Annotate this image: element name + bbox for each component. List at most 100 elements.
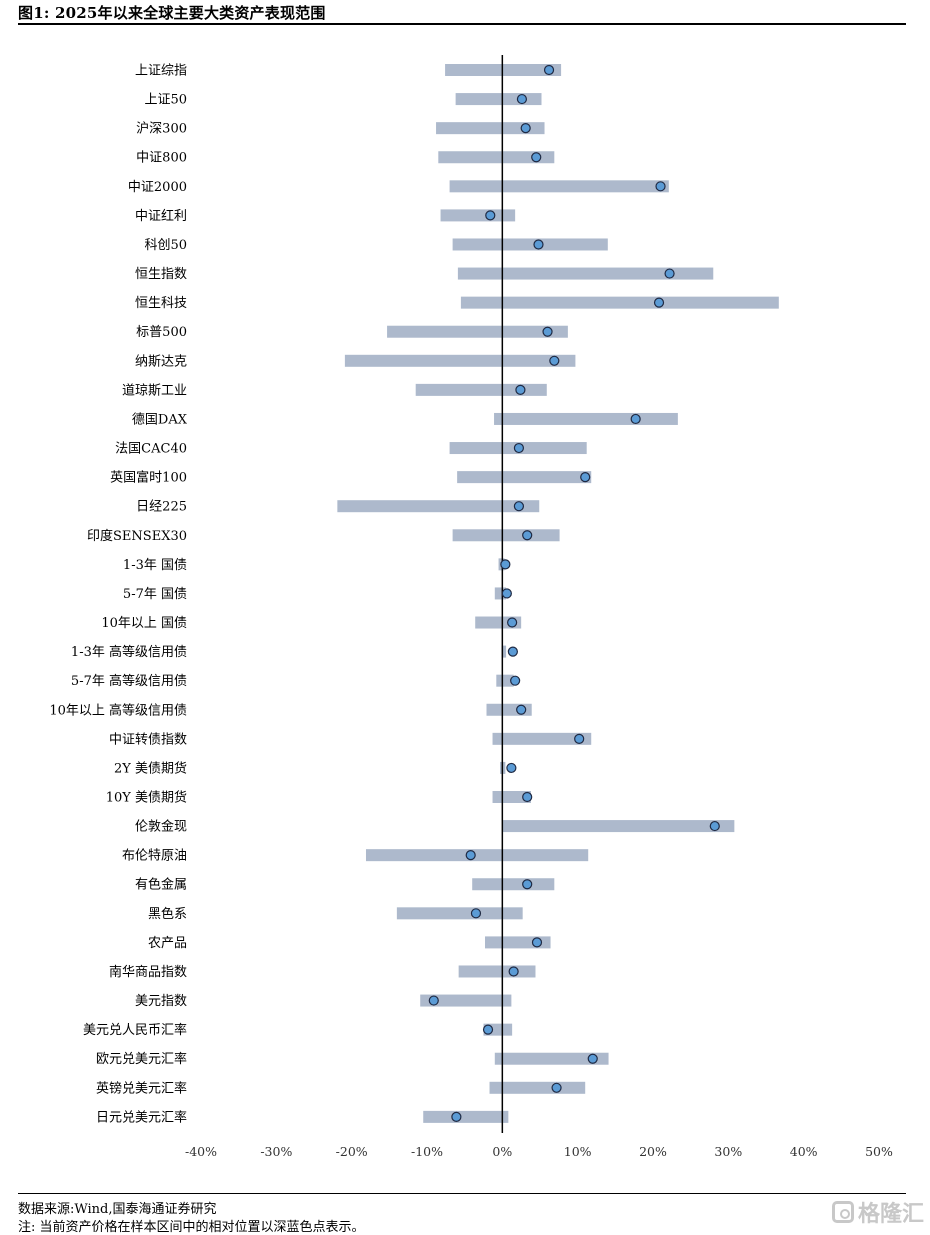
- range-bar: [440, 209, 516, 222]
- category-label: 恒生科技: [135, 296, 187, 311]
- range-bar: [496, 674, 514, 687]
- range-bar: [449, 180, 669, 193]
- current-value-dot: [506, 762, 517, 774]
- category-label: 标普500: [136, 325, 187, 340]
- range-bar: [415, 383, 547, 396]
- top-rule: [18, 23, 906, 25]
- range-bar: [337, 500, 540, 513]
- figure-title: 图1: 2025年以来全球主要大类资产表现范围: [18, 4, 326, 22]
- category-label: 英国富时100: [110, 470, 187, 486]
- x-tick-label: 30%: [714, 1144, 742, 1159]
- category-label: 中证红利: [135, 208, 187, 224]
- current-value-dot: [522, 791, 533, 803]
- range-bar: [494, 587, 507, 600]
- current-value-dot: [587, 1053, 598, 1064]
- x-tick-label: 0%: [492, 1144, 512, 1159]
- current-value-dot: [531, 937, 543, 948]
- current-value-dot: [501, 588, 512, 599]
- x-tick-label: -40%: [185, 1144, 217, 1159]
- current-value-dot: [522, 879, 533, 890]
- category-label: 德国DAX: [132, 412, 188, 427]
- category-label: 有色金属: [135, 877, 187, 893]
- x-tick-label: -20%: [336, 1144, 368, 1159]
- category-label: 中证800: [136, 151, 187, 166]
- current-value-dot: [542, 326, 553, 337]
- range-bar: [460, 296, 779, 309]
- category-label: 道琼斯工业: [122, 383, 187, 398]
- category-label: 纳斯达克: [135, 354, 187, 369]
- current-value-dot: [664, 268, 675, 279]
- category-label: 恒生指数: [135, 267, 187, 282]
- category-label: 10年以上 高等级信用债: [49, 702, 187, 718]
- category-label: 布伦特原油: [122, 849, 187, 864]
- current-value-dot: [451, 1111, 462, 1122]
- watermark-text: 格隆汇: [857, 1202, 924, 1227]
- category-label: 上证综指: [135, 64, 187, 79]
- current-value-dot: [543, 64, 555, 76]
- range-bar: [494, 1052, 609, 1065]
- category-label: 美元指数: [135, 994, 187, 1009]
- current-value-dot: [630, 413, 641, 425]
- current-dots: [428, 64, 720, 1122]
- range-bar: [457, 471, 592, 484]
- category-label: 印度SENSEX30: [87, 528, 187, 544]
- range-bar: [452, 529, 560, 542]
- range-bar: [420, 994, 512, 1007]
- current-value-dot: [513, 442, 525, 454]
- bottom-rule: [18, 1193, 906, 1194]
- range-bars: [337, 64, 779, 1123]
- category-label: 中证2000: [128, 180, 187, 195]
- range-bar: [445, 64, 562, 76]
- range-bar: [344, 354, 576, 367]
- range-bar: [436, 122, 545, 135]
- current-value-dot: [653, 297, 665, 308]
- current-value-dot: [533, 239, 544, 250]
- category-label: 英镑兑美元汇率: [96, 1080, 187, 1096]
- current-value-dot: [551, 1082, 562, 1093]
- category-label: 5-7年 高等级信用债: [71, 673, 187, 689]
- category-label: 法国CAC40: [115, 442, 187, 457]
- category-label: 10年以上 国债: [101, 616, 187, 631]
- current-value-dot: [580, 472, 591, 483]
- category-label: 南华商品指数: [109, 964, 187, 980]
- category-label: 5-7年 国债: [123, 587, 187, 602]
- current-value-dot: [531, 152, 542, 163]
- current-value-dot: [510, 675, 521, 686]
- current-value-dot: [522, 530, 533, 541]
- x-tick-label: 50%: [865, 1144, 893, 1159]
- current-value-dot: [507, 617, 518, 628]
- current-value-dot: [516, 704, 527, 715]
- current-value-dot: [482, 1024, 494, 1035]
- range-bar: [494, 412, 678, 425]
- current-value-dot: [507, 646, 518, 657]
- x-tick-label: 20%: [639, 1144, 667, 1159]
- current-value-dot: [709, 820, 720, 832]
- category-label: 黑色系: [148, 906, 187, 922]
- current-value-dot: [485, 210, 496, 221]
- category-label: 上证50: [144, 93, 187, 108]
- x-tick-label: -30%: [260, 1144, 292, 1159]
- range-bar: [452, 238, 608, 251]
- watermark-logo-icon: [831, 1201, 854, 1223]
- current-value-dot: [549, 355, 560, 366]
- range-bar: [458, 965, 536, 978]
- category-label: 10Y 美债期货: [106, 790, 187, 806]
- range-bar: [423, 1110, 509, 1123]
- current-value-dot: [516, 93, 528, 105]
- x-tick-labels: -40% -30% -20% -10% 0% 10% 20% 30% 40% 50%: [185, 1144, 893, 1159]
- range-bar: [489, 1081, 586, 1094]
- category-label: 2Y 美债期货: [114, 760, 187, 776]
- source-note: 数据来源:Wind,国泰海通证券研究: [18, 1202, 217, 1217]
- x-tick-label: 10%: [564, 1144, 592, 1159]
- range-bar: [455, 93, 542, 106]
- category-label: 美元兑人民币汇率: [83, 1022, 187, 1038]
- watermark: 格隆汇: [831, 1196, 924, 1228]
- current-value-dot: [520, 123, 531, 134]
- category-label: 日经225: [136, 500, 187, 515]
- current-value-dot: [500, 559, 511, 570]
- range-bar: [492, 732, 592, 745]
- category-label: 农产品: [148, 936, 187, 951]
- range-bar: [501, 645, 507, 658]
